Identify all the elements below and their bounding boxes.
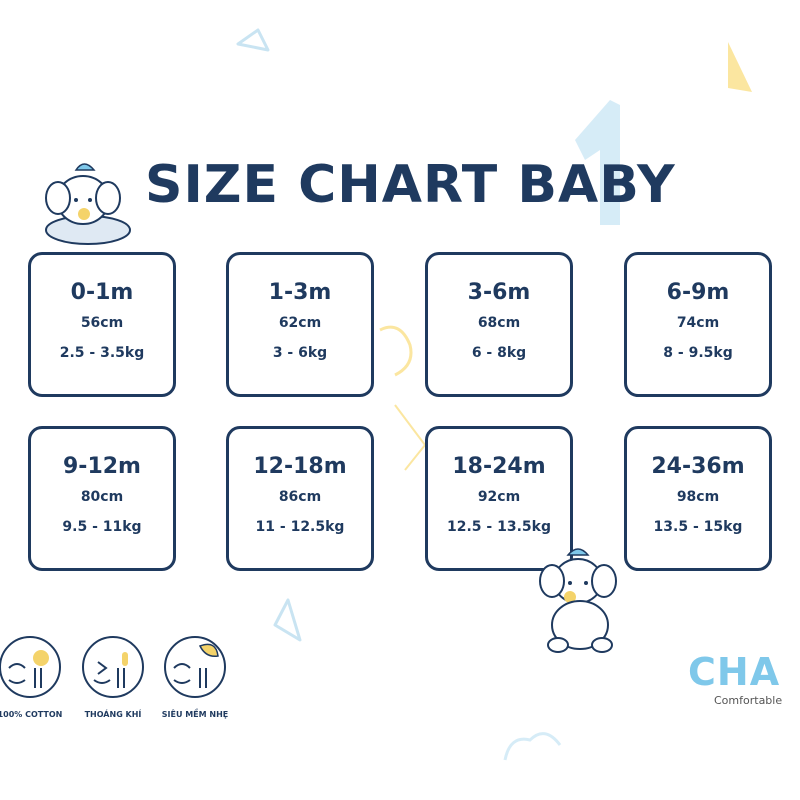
size-age: 9-12m [63,454,141,479]
cotton-face-icon [0,636,61,698]
feature-label: 100% COTTON [0,710,63,719]
size-age: 1-3m [268,280,332,305]
elephant-sitting-icon [539,548,617,653]
feature-label: THOÁNG KHÍ [84,710,142,719]
size-length: 80cm [80,489,124,505]
size-card: 9-12m 80cm 9.5 - 11kg [28,426,176,571]
size-weight: 11 - 12.5kg [255,519,345,535]
feature-cotton: 100% COTTON [0,632,75,719]
size-length: 62cm [278,315,322,331]
feature-soft: SIÊU MỀM NHẸ [150,632,240,719]
soft-face-icon [164,636,226,698]
size-card: 1-3m 62cm 3 - 6kg [226,252,374,397]
size-length: 68cm [477,315,521,331]
size-card: 24-36m 98cm 13.5 - 15kg [624,426,772,571]
size-weight: 3 - 6kg [272,345,328,361]
size-length: 56cm [80,315,124,331]
size-age: 6-9m [666,280,730,305]
brand-tagline: Comfortable [714,694,783,707]
size-age: 12-18m [253,454,347,479]
brand-name: CHA [688,650,781,694]
size-card: 3-6m 68cm 6 - 8kg [425,252,573,397]
size-age: 18-24m [452,454,546,479]
size-length: 92cm [477,489,521,505]
size-card: 6-9m 74cm 8 - 9.5kg [624,252,772,397]
size-weight: 6 - 8kg [471,345,527,361]
size-card: 0-1m 56cm 2.5 - 3.5kg [28,252,176,397]
elephant-mascot-icon [45,163,131,245]
page-title: SIZE CHART BABY [145,155,676,215]
size-age: 0-1m [70,280,134,305]
size-weight: 8 - 9.5kg [663,345,733,361]
brand-logo: CHA Comfortable [688,650,800,707]
feature-breathable: THOÁNG KHÍ [68,632,158,719]
size-weight: 2.5 - 3.5kg [59,345,145,361]
size-card: 12-18m 86cm 11 - 12.5kg [226,426,374,571]
size-age: 24-36m [651,454,745,479]
size-card: 18-24m 92cm 12.5 - 13.5kg [425,426,573,571]
feature-label: SIÊU MỀM NHẸ [161,710,229,719]
size-weight: 12.5 - 13.5kg [447,519,551,535]
size-age: 3-6m [467,280,531,305]
size-weight: 13.5 - 15kg [653,519,743,535]
size-weight: 9.5 - 11kg [62,519,142,535]
size-length: 98cm [676,489,720,505]
size-length: 86cm [278,489,322,505]
breathable-face-icon [82,636,144,698]
size-length: 74cm [676,315,720,331]
